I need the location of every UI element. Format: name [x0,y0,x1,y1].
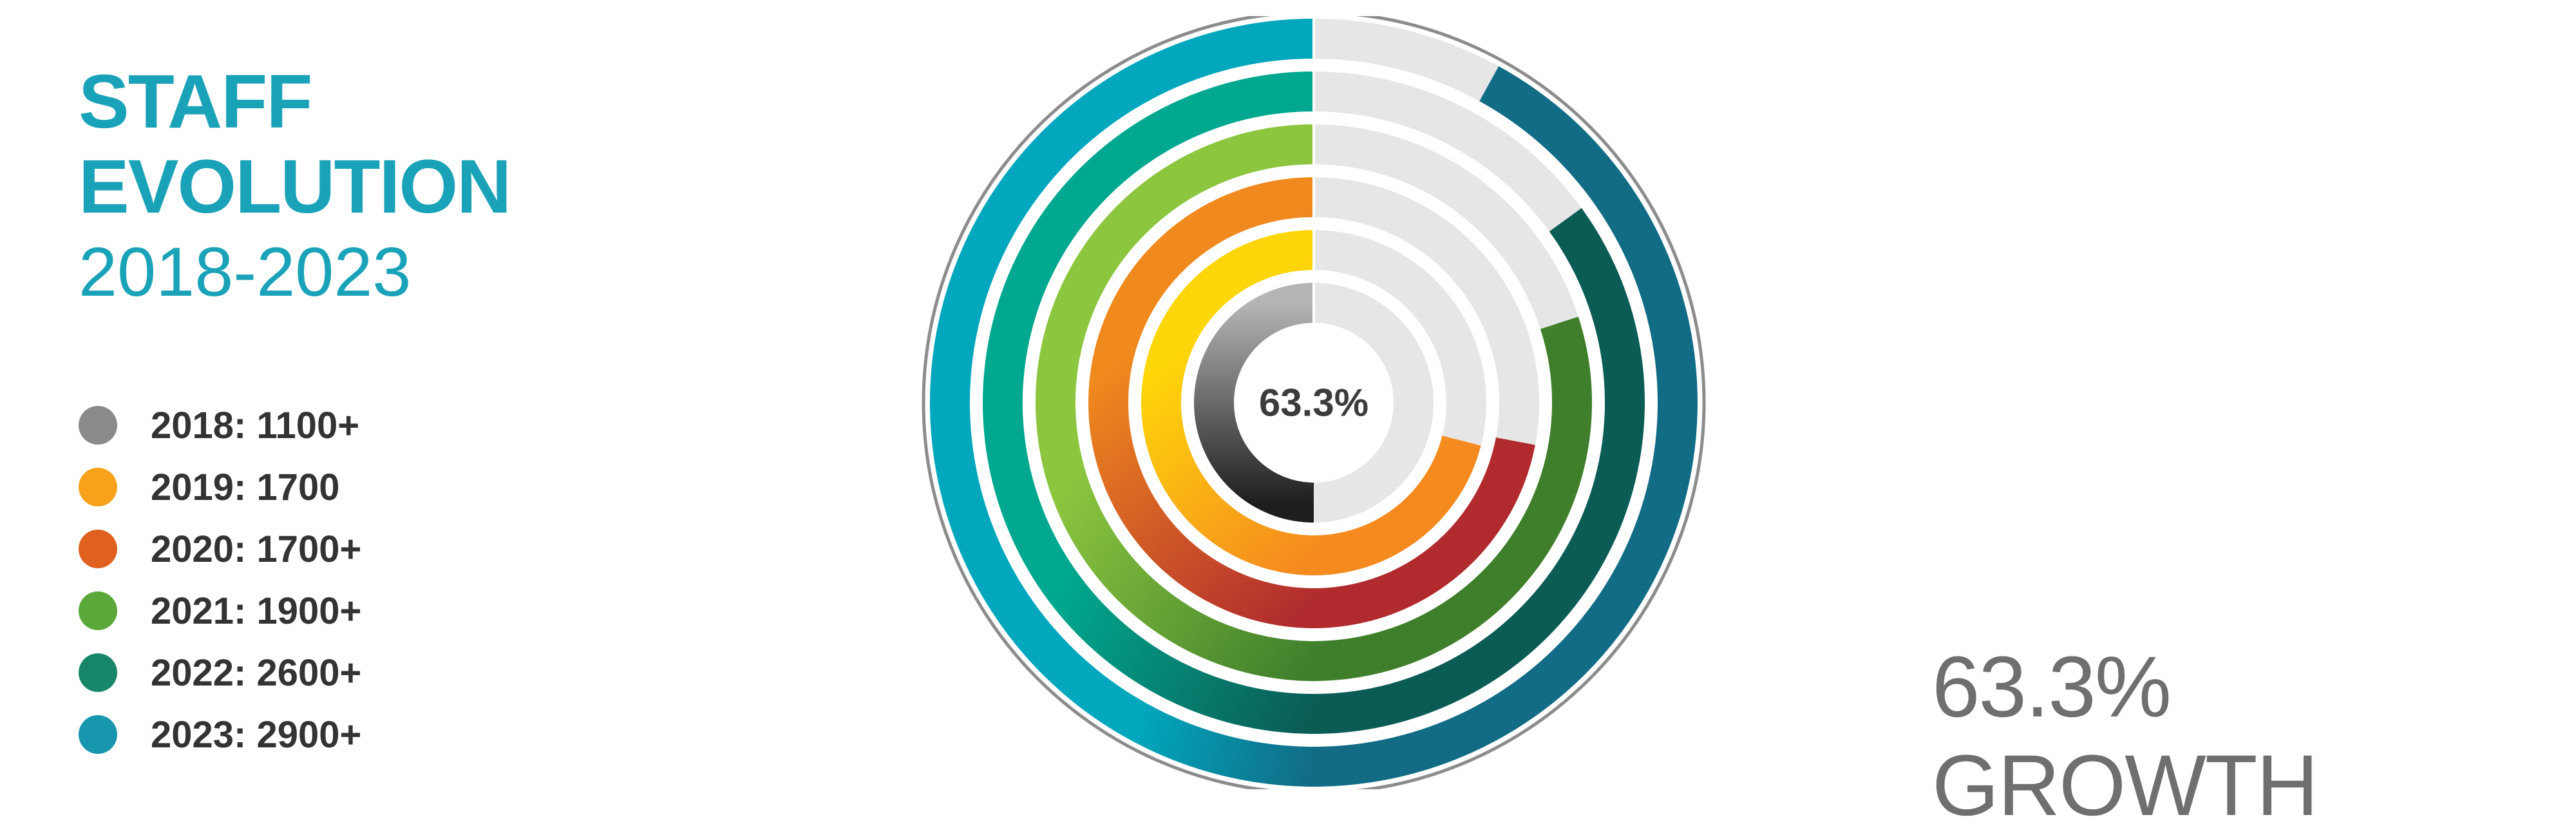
ring-track-2022 [1313,72,1582,232]
legend-swatch [79,406,117,445]
legend-label: 2019: 1700 [151,466,340,508]
legend-swatch [79,591,117,630]
legend-swatch [79,653,117,692]
legend-label: 2018: 1100+ [151,404,360,446]
legend-label: 2020: 1700+ [151,528,362,570]
ring-track-2020 [1313,177,1539,445]
radial-bar-chart: 63.3% [922,16,1706,789]
legend-item: 2021: 1900+ [79,580,361,642]
chart-title: STAFF EVOLUTION 2018-2023 [79,59,511,314]
legend-label: 2023: 2900+ [151,713,362,756]
legend-item: 2018: 1100+ [79,394,361,456]
legend-item: 2022: 2600+ [79,642,361,704]
ring-bar-2021 [1036,124,1592,681]
ring-track-2019 [1313,230,1486,446]
legend-swatch [79,468,117,506]
title-line-1: STAFF [79,59,312,144]
ring-track-2021 [1313,124,1578,329]
center-value-label: 63.3% [1259,381,1368,425]
legend-swatch [79,715,117,754]
legend-item: 2019: 1700 [79,456,361,518]
chart-outline-ring [922,16,1706,789]
legend-item: 2023: 2900+ [79,704,361,765]
growth-annotation: 63.3% GROWTH [1932,639,2318,834]
ring-bar-2020 [1088,177,1535,628]
title-line-2: EVOLUTION [79,144,511,229]
legend-label: 2021: 1900+ [151,590,362,632]
ring-track-2018 [1313,283,1434,523]
ring-bar-2022 [983,72,1645,734]
legend-label: 2022: 2600+ [151,651,362,694]
ring-bar-2023 [930,19,1698,787]
legend-swatch [79,530,117,568]
ring-track-2023 [1313,19,1499,102]
legend: 2018: 1100+ 2019: 1700 2020: 1700+ 2021: 19… [79,394,361,765]
legend-item: 2020: 1700+ [79,518,361,580]
ring-bar-2019 [1141,230,1481,575]
ring-bar-2018 [1194,283,1314,523]
title-year-range: 2018-2023 [79,233,412,311]
